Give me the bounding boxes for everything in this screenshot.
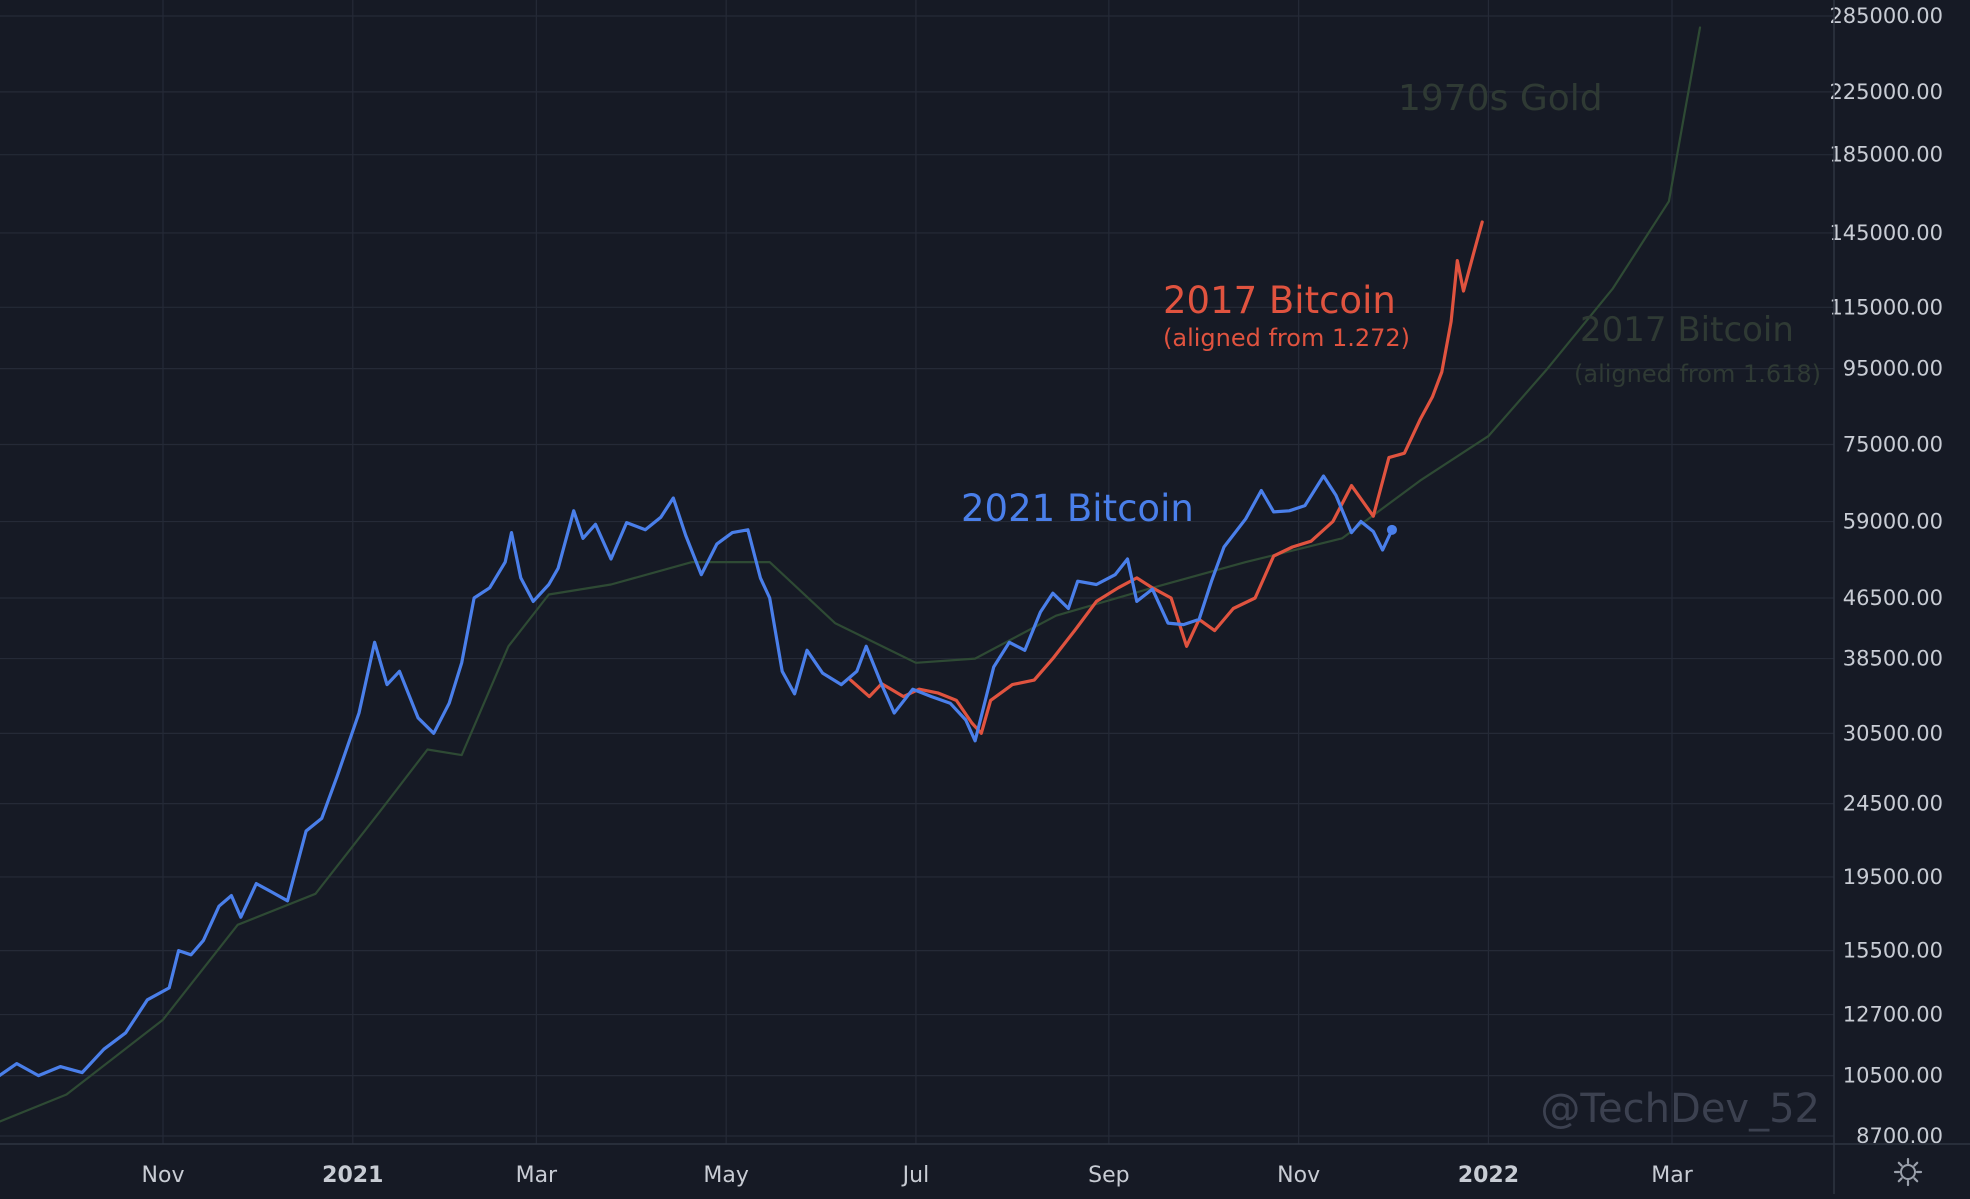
y-tick-label: 10500.00 xyxy=(1843,1064,1943,1088)
y-tick-label: 19500.00 xyxy=(1843,865,1943,889)
y-tick-label: 115000.00 xyxy=(1829,295,1943,319)
y-tick-label: 59000.00 xyxy=(1843,510,1943,534)
x-tick-label: 2022 xyxy=(1458,1163,1519,1188)
annotation-title: 2017 Bitcoin xyxy=(1163,279,1396,322)
annotation-title: 2021 Bitcoin xyxy=(961,487,1194,530)
x-tick-label: Sep xyxy=(1088,1163,1129,1188)
x-tick-label: Mar xyxy=(516,1163,558,1188)
annotation-subtitle: (aligned from 1.272) xyxy=(1163,324,1410,352)
y-tick-label: 15500.00 xyxy=(1843,939,1943,963)
y-tick-label: 75000.00 xyxy=(1843,433,1943,457)
watermark: @TechDev_52 xyxy=(1540,1086,1820,1132)
y-tick-label: 38500.00 xyxy=(1843,647,1943,671)
series-line-2021-bitcoin xyxy=(0,474,1394,1078)
x-tick-label: 2021 xyxy=(322,1163,383,1188)
y-tick-label: 225000.00 xyxy=(1829,80,1943,104)
annotation-title: 1970s Gold xyxy=(1398,78,1603,119)
x-tick-label: Nov xyxy=(142,1163,185,1188)
annotation-title: 2017 Bitcoin xyxy=(1580,310,1794,350)
series-endpoint-marker xyxy=(1386,524,1397,535)
y-tick-label: 145000.00 xyxy=(1829,221,1943,245)
y-tick-label: 24500.00 xyxy=(1843,792,1943,816)
x-tick-label: Jul xyxy=(901,1163,930,1188)
series-line-2017-bitcoin xyxy=(849,220,1484,735)
x-tick-label: Nov xyxy=(1277,1163,1320,1188)
y-tick-label: 95000.00 xyxy=(1843,357,1943,381)
x-tick-label: May xyxy=(703,1163,748,1188)
y-tick-label: 185000.00 xyxy=(1829,143,1943,167)
y-tick-label: 46500.00 xyxy=(1843,586,1943,610)
annotation-subtitle: (aligned from 1.618) xyxy=(1574,360,1821,388)
x-tick-label: Mar xyxy=(1651,1163,1693,1188)
gear-icon[interactable] xyxy=(1893,1157,1923,1187)
series-line-faint xyxy=(0,26,1702,1123)
y-tick-label: 30500.00 xyxy=(1843,721,1943,745)
y-tick-label: 285000.00 xyxy=(1829,4,1943,28)
y-tick-label: 12700.00 xyxy=(1843,1003,1943,1027)
